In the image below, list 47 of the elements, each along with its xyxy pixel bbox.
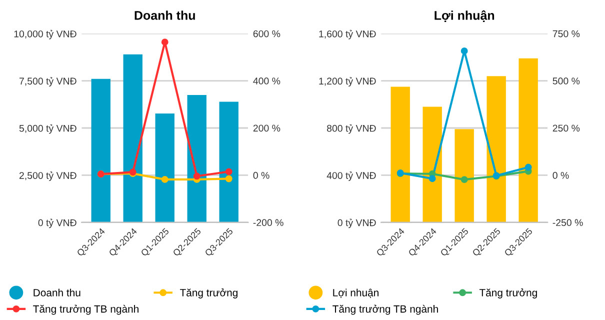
y2-tick-label: 600 % xyxy=(253,30,280,38)
y-tick-label: 800 tỷ VNĐ xyxy=(327,124,376,134)
point xyxy=(225,168,232,176)
bar xyxy=(454,129,474,222)
legend-label: Doanh thu xyxy=(34,288,80,296)
legend-label: Tăng trưởng xyxy=(180,288,238,298)
y2-tick-label: 250 % xyxy=(552,124,580,132)
y-tick-label: 2,500 tỷ VNĐ xyxy=(19,172,76,181)
legend-label: Tăng trưởng TB ngành xyxy=(33,304,138,315)
chart-title: Doanh thu xyxy=(134,10,195,20)
y-tick-label: 5,000 tỷ VNĐ xyxy=(19,124,76,134)
point xyxy=(428,175,436,182)
y2-tick-label: 0 % xyxy=(253,172,270,179)
y-tick-label: 400 tỷ VNĐ xyxy=(326,172,376,181)
point xyxy=(460,176,468,184)
chart-title: Lợi nhuận xyxy=(434,10,494,22)
y2-tick-label: -200 % xyxy=(253,219,284,226)
y-tick-label: 1,200 tỷ VNĐ xyxy=(319,77,376,86)
y2-tick-label: 400 % xyxy=(253,78,280,84)
point xyxy=(460,47,468,54)
bar xyxy=(91,78,110,222)
legend-label: Tăng trưởng xyxy=(479,288,537,298)
bar xyxy=(123,54,142,222)
bar xyxy=(518,58,538,222)
point xyxy=(161,38,168,46)
y2-tick-label: 200 % xyxy=(253,124,280,132)
point xyxy=(225,175,232,182)
legend-label: Lợi nhuận xyxy=(333,288,378,298)
bar xyxy=(422,106,442,222)
y-tick-label: 1,600 tỷ VNĐ xyxy=(319,30,376,40)
bar xyxy=(390,86,410,222)
y-tick-label: 7,500 tỷ VNĐ xyxy=(19,77,76,86)
point xyxy=(193,172,200,180)
bar xyxy=(155,113,174,222)
y2-tick-label: 750 % xyxy=(552,30,580,38)
point xyxy=(524,164,532,171)
y-tick-label: 10,000 tỷ VNĐ xyxy=(14,30,76,40)
y-tick-label: 0 tỷ VNĐ xyxy=(338,218,376,228)
y2-tick-label: 0 % xyxy=(552,172,569,179)
y-tick-label: 0 tỷ VNĐ xyxy=(38,218,76,228)
point xyxy=(161,176,168,183)
y2-tick-label: -250 % xyxy=(552,219,583,226)
bar xyxy=(187,94,206,222)
legend-label: Tăng trưởng TB ngành xyxy=(332,304,438,315)
bar xyxy=(486,76,506,222)
bar xyxy=(219,102,238,222)
y2-tick-label: 500 % xyxy=(552,78,580,84)
